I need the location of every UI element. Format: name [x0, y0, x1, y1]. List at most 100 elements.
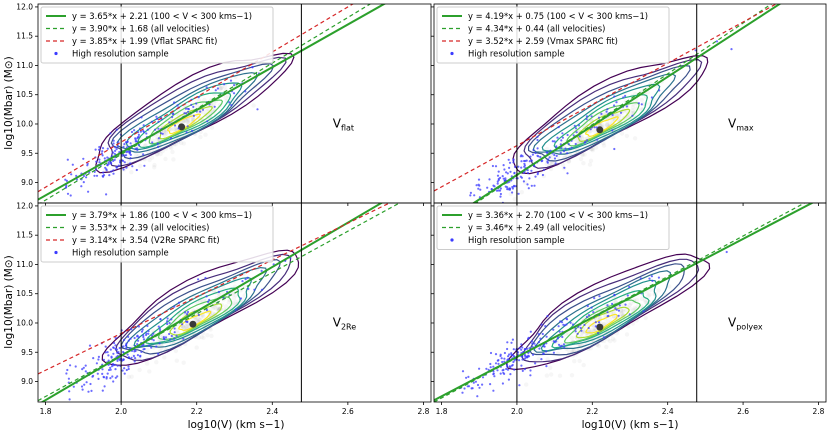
sample-point [520, 160, 523, 163]
contour-level-4 [125, 266, 268, 349]
density-point [171, 126, 176, 131]
sample-point [206, 120, 209, 123]
sample-point [133, 129, 136, 132]
sample-point [470, 387, 473, 390]
sample-point [486, 405, 488, 407]
sample-point [574, 327, 577, 330]
sample-point [91, 375, 94, 378]
fit-line-3 [38, 203, 391, 375]
sample-point [114, 344, 117, 347]
density-point [557, 373, 563, 378]
sample-point [548, 156, 551, 159]
sample-point [563, 346, 566, 349]
sample-point [503, 351, 506, 355]
sample-point [101, 154, 104, 157]
density-point [184, 325, 189, 330]
sample-point [145, 333, 148, 337]
sample-point [519, 155, 523, 158]
sample-point [532, 149, 535, 152]
sample-point [658, 89, 661, 92]
fit-line-2 [38, 203, 401, 402]
sample-point [566, 133, 569, 137]
sample-point [461, 370, 465, 373]
sample-point [75, 174, 78, 177]
sample-point [510, 191, 514, 194]
density-point [242, 284, 247, 289]
density-point [560, 162, 565, 167]
sample-point [606, 304, 609, 307]
sample-point [104, 166, 107, 169]
density-peak-marker [596, 126, 604, 134]
sample-point [523, 368, 527, 371]
density-point [524, 382, 529, 387]
density-point [580, 330, 585, 336]
sample-point [164, 336, 168, 339]
x-axis-label-right: log10(V) (km s−1) [582, 419, 679, 431]
sample-point [80, 185, 83, 188]
sample-point [101, 174, 104, 178]
contour-level-4 [532, 73, 677, 155]
sample-point [619, 111, 623, 114]
sample-point [133, 360, 136, 363]
density-point [197, 317, 202, 322]
density-point [519, 190, 524, 195]
sample-point [130, 130, 134, 134]
sample-point [207, 300, 210, 303]
density-point [621, 302, 626, 307]
density-point [138, 163, 143, 169]
sample-point [694, 49, 697, 52]
x-tick-label: 2.6 [342, 407, 354, 416]
sample-point [128, 150, 131, 153]
sample-point [147, 332, 150, 335]
sample-point [598, 295, 601, 298]
y-tick-label: 9.5 [21, 348, 33, 357]
sample-point [526, 183, 529, 186]
sample-point [555, 340, 558, 343]
sample-point [626, 294, 629, 297]
sample-point [552, 340, 556, 343]
sample-point [181, 323, 184, 326]
sample-point [110, 162, 113, 165]
sample-point [541, 332, 544, 336]
sample-point [125, 166, 128, 169]
sample-point [563, 166, 566, 169]
sample-point [463, 387, 466, 390]
sample-point [197, 313, 200, 317]
sample-point [587, 326, 590, 330]
sample-point [65, 372, 68, 375]
sample-point [239, 297, 242, 300]
sample-point [520, 166, 523, 169]
density-point [158, 151, 163, 157]
sample-point [573, 124, 576, 127]
sample-point [122, 358, 125, 361]
sample-point [564, 147, 567, 150]
sample-point [488, 178, 491, 181]
sample-point [502, 371, 505, 374]
sample-point [530, 169, 533, 172]
sample-point [557, 126, 560, 129]
sample-point [611, 302, 614, 305]
density-point [174, 358, 179, 363]
high-resolution-sample [65, 256, 292, 401]
density-point [621, 309, 626, 314]
sample-point [170, 318, 173, 321]
density-point [550, 160, 555, 165]
y-tick-label: 12.0 [16, 2, 33, 11]
sample-point [142, 344, 145, 347]
density-point [201, 314, 206, 319]
density-point [126, 374, 131, 380]
y-tick-label: 12.0 [16, 201, 33, 210]
density-point [624, 332, 630, 337]
sample-point [522, 180, 526, 183]
sample-point [512, 185, 516, 188]
sample-point [190, 103, 193, 106]
sample-point [542, 345, 545, 348]
sample-point [136, 343, 139, 346]
sample-point [512, 161, 515, 164]
sample-point [489, 366, 492, 369]
density-point [630, 108, 635, 113]
sample-point [156, 117, 159, 120]
sample-point [526, 171, 530, 175]
density-point [581, 362, 586, 368]
sample-point [613, 104, 616, 107]
